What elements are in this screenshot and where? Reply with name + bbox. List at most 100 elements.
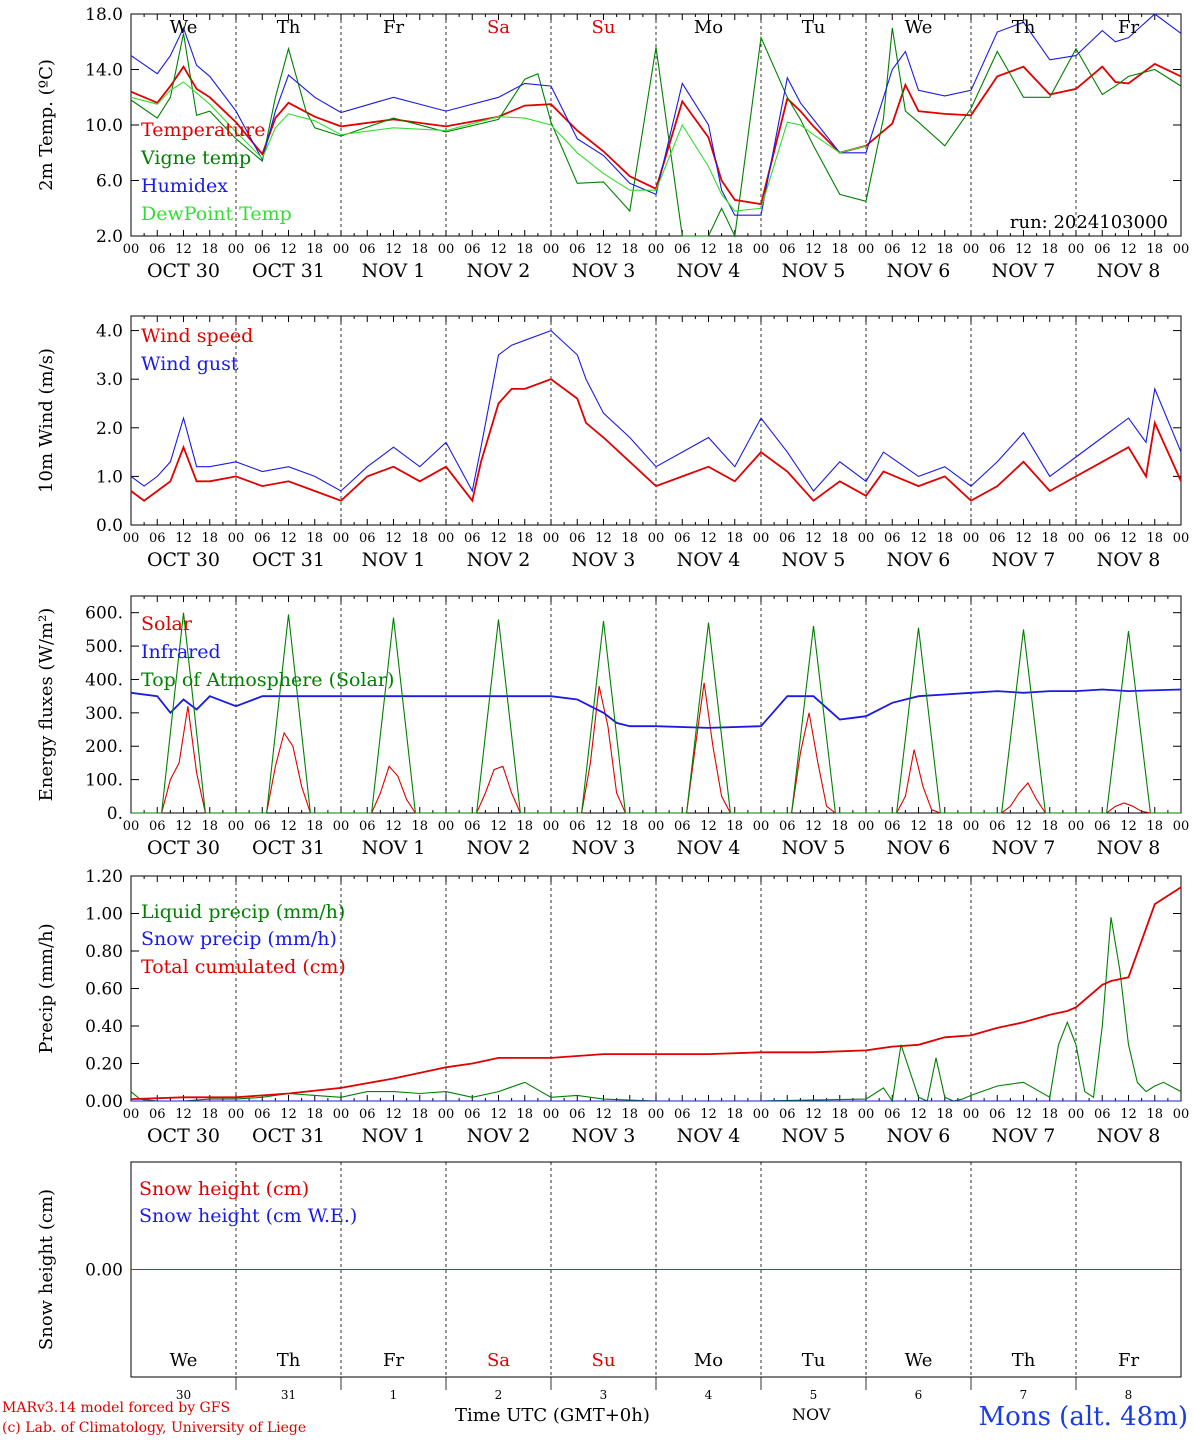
date-label: NOV 2 (467, 260, 531, 282)
day-number-label: 4 (705, 1388, 713, 1402)
weekday-label: Su (592, 17, 616, 38)
hour-tick-label: 18 (936, 819, 953, 834)
hour-tick-label: 06 (254, 242, 271, 257)
panel-1 (130, 13, 1182, 238)
hour-tick-label: 00 (648, 242, 665, 257)
hour-tick-label: 00 (1068, 1107, 1085, 1122)
hour-tick-label: 12 (175, 1107, 192, 1122)
date-label: NOV 6 (887, 260, 951, 282)
date-label: NOV 5 (782, 837, 846, 859)
hour-tick-label: 06 (1094, 242, 1111, 257)
hour-tick-label: 00 (1173, 1107, 1190, 1122)
y-axis-label: 10m Wind (m/s) (36, 348, 57, 493)
legend-entry: Snow height (cm) (139, 1178, 309, 1200)
hour-tick-label: 18 (621, 819, 638, 834)
series-line-vigne-temp (130, 27, 1182, 238)
date-label: NOV 3 (572, 1125, 636, 1147)
weekday-label: We (170, 17, 198, 38)
legend-entry: Snow precip (mm/h) (141, 928, 337, 950)
hour-tick-label: 00 (963, 819, 980, 834)
y-tick-label: 400. (85, 670, 123, 690)
hour-tick-label: 12 (1015, 1107, 1032, 1122)
hour-tick-label: 12 (175, 819, 192, 834)
y-tick-label: 0.20 (85, 1055, 123, 1075)
hour-tick-label: 18 (411, 242, 428, 257)
date-label: NOV 3 (572, 837, 636, 859)
hour-tick-label: 00 (228, 242, 245, 257)
legend-entry: Solar (141, 613, 193, 635)
date-label: NOV 7 (992, 549, 1056, 571)
hour-tick-label: 18 (306, 1107, 323, 1122)
day-number-label: 7 (1020, 1388, 1028, 1402)
legend-entry: Wind gust (141, 353, 239, 375)
legend-entry: Liquid precip (mm/h) (141, 901, 345, 923)
hour-tick-label: 00 (438, 531, 455, 546)
hour-tick-label: 12 (280, 242, 297, 257)
series-line-infrared (130, 688, 1182, 729)
weekday-label: Su (592, 1350, 616, 1371)
legend-entry: Infrared (141, 641, 221, 663)
hour-tick-label: 06 (989, 531, 1006, 546)
hour-tick-label: 12 (175, 242, 192, 257)
month-label: NOV (792, 1405, 831, 1424)
date-label: OCT 30 (147, 260, 220, 282)
y-tick-label: 1.0 (96, 467, 123, 487)
series-line-wind-speed (130, 378, 1182, 503)
hour-tick-label: 00 (438, 819, 455, 834)
hour-tick-label: 00 (123, 531, 140, 546)
hour-tick-label: 12 (280, 819, 297, 834)
day-number-label: 3 (600, 1388, 608, 1402)
hour-tick-label: 06 (149, 819, 166, 834)
y-tick-label: 0.40 (85, 1017, 123, 1037)
y-axis-label: Energy fluxes (W/m²) (36, 608, 57, 802)
date-label: NOV 5 (782, 260, 846, 282)
hour-tick-label: 12 (385, 819, 402, 834)
hour-tick-label: 06 (779, 242, 796, 257)
y-tick-label: 0.00 (85, 1092, 123, 1112)
hour-tick-label: 00 (753, 1107, 770, 1122)
hour-tick-label: 00 (858, 819, 875, 834)
hour-tick-label: 00 (333, 819, 350, 834)
date-label: NOV 7 (992, 260, 1056, 282)
hour-tick-label: 18 (411, 1107, 428, 1122)
y-tick-label: 0.80 (85, 942, 123, 962)
hour-tick-label: 06 (254, 819, 271, 834)
day-number-label: 1 (390, 1388, 398, 1402)
hour-tick-label: 00 (963, 531, 980, 546)
y-tick-label: 4.0 (96, 322, 123, 342)
hour-tick-label: 18 (621, 531, 638, 546)
hour-tick-label: 06 (464, 1107, 481, 1122)
hour-tick-label: 06 (464, 242, 481, 257)
panel-5 (130, 1161, 1182, 1390)
date-label: NOV 4 (677, 1125, 741, 1147)
weekday-label: Th (1012, 1350, 1036, 1371)
hour-tick-label: 06 (569, 1107, 586, 1122)
hour-tick-label: 06 (464, 531, 481, 546)
date-label: NOV 4 (677, 837, 741, 859)
hour-tick-label: 06 (254, 531, 271, 546)
weekday-label: Th (277, 17, 301, 38)
hour-tick-label: 18 (621, 1107, 638, 1122)
weekday-label: We (905, 1350, 933, 1371)
hour-tick-label: 12 (490, 531, 507, 546)
hour-tick-label: 18 (831, 531, 848, 546)
hour-tick-label: 18 (1146, 242, 1163, 257)
legend-entry: Temperature (141, 119, 265, 141)
hour-tick-label: 12 (1015, 242, 1032, 257)
date-label: NOV 7 (992, 837, 1056, 859)
y-tick-label: 14.0 (85, 61, 123, 81)
hour-tick-label: 06 (359, 242, 376, 257)
date-label: NOV 7 (992, 1125, 1056, 1147)
hour-tick-label: 12 (385, 242, 402, 257)
hour-tick-label: 12 (385, 1107, 402, 1122)
hour-tick-label: 18 (831, 242, 848, 257)
hour-tick-label: 06 (149, 531, 166, 546)
hour-tick-label: 18 (1041, 819, 1058, 834)
hour-tick-label: 18 (306, 531, 323, 546)
hour-tick-label: 00 (963, 1107, 980, 1122)
date-label: NOV 6 (887, 837, 951, 859)
panel-3 (130, 595, 1182, 814)
weekday-label: Th (277, 1350, 301, 1371)
legend-entry: Total cumulated (cm) (141, 956, 346, 978)
hour-tick-label: 06 (674, 819, 691, 834)
